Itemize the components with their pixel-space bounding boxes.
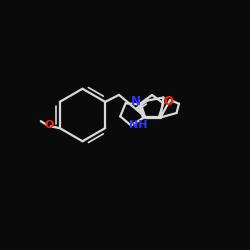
Text: O: O <box>163 95 173 108</box>
Text: O: O <box>44 120 54 130</box>
Text: NH: NH <box>129 120 148 130</box>
Text: N: N <box>131 95 141 108</box>
